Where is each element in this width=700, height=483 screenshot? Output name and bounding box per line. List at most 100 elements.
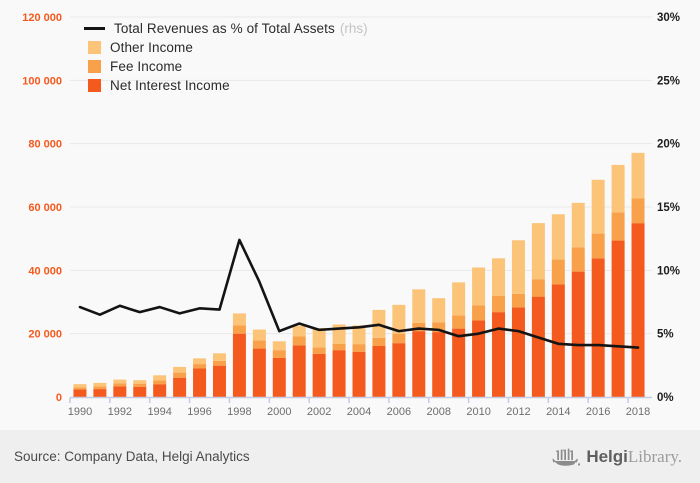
bar-segment	[193, 368, 207, 397]
axis-tick-label: 120 000	[22, 12, 62, 24]
axis-tick-label: 1996	[187, 406, 211, 418]
bar-segment	[611, 240, 625, 397]
bar-segment	[571, 202, 585, 248]
axis-tick-label: 2016	[586, 406, 610, 418]
bar-segment	[272, 350, 286, 358]
bar-segment	[252, 348, 266, 397]
bar-segment	[551, 259, 565, 285]
bar-segment	[452, 328, 466, 397]
helgi-library-logo[interactable]: HelgiLibrary.	[552, 446, 682, 468]
logo-text-serif: Library.	[627, 446, 682, 466]
fee-income-swatch-icon	[88, 59, 101, 73]
bar-segment	[352, 344, 366, 352]
bar-segment	[133, 380, 147, 384]
axis-tick-label: 0%	[657, 392, 674, 404]
bar-segment	[113, 383, 127, 387]
bar-segment	[232, 325, 246, 334]
axis-tick-label: 1994	[147, 406, 171, 418]
axis-tick-label: 80 000	[28, 139, 62, 151]
bar-segment	[212, 360, 226, 366]
bar-segment	[631, 152, 645, 199]
axis-tick-label: 2008	[426, 406, 450, 418]
bar-segment	[153, 384, 167, 397]
bar-segment	[232, 333, 246, 397]
axis-tick-label: 10%	[657, 265, 680, 277]
bar-segment	[352, 325, 366, 345]
bar-segment	[511, 307, 525, 397]
axis-tick-label: 100 000	[22, 75, 62, 87]
bar-segment	[432, 332, 446, 397]
bar-segment	[551, 284, 565, 397]
bar-segment	[252, 329, 266, 341]
axis-tick-label: 60 000	[28, 202, 62, 214]
bar-segment	[292, 325, 306, 337]
bar-segment	[531, 223, 545, 280]
bar-segment	[611, 164, 625, 213]
axis-tick-label: 1992	[108, 406, 132, 418]
bar-segment	[531, 279, 545, 297]
bar-segment	[332, 343, 346, 351]
bar-segment	[93, 389, 107, 397]
bar-segment	[252, 340, 266, 349]
bar-segment	[472, 305, 486, 321]
bar-segment	[113, 386, 127, 397]
bar-segment	[212, 365, 226, 397]
bar-segment	[412, 331, 426, 397]
legend-row-line: Total Revenues as % of Total Assets (rhs…	[84, 20, 368, 36]
axis-tick-label: 1990	[68, 406, 92, 418]
bar-segment	[93, 386, 107, 390]
bar-segment	[292, 336, 306, 346]
axis-tick-label: 20%	[657, 139, 680, 151]
bar-segment	[412, 322, 426, 332]
bar-segment	[492, 258, 506, 296]
total-revenues-line	[78, 238, 640, 349]
bar-segment	[312, 327, 326, 348]
axis-tick-label: 0	[56, 392, 62, 404]
axis-tick-label: 2018	[626, 406, 650, 418]
bar-segment	[472, 267, 486, 306]
bar-segment	[133, 383, 147, 387]
bar-segment	[472, 320, 486, 397]
footer: Source: Company Data, Helgi Analytics	[0, 430, 700, 483]
bar-segment	[511, 240, 525, 294]
bar-segment	[571, 247, 585, 272]
bar-segment	[212, 353, 226, 361]
bar-segment	[591, 179, 605, 234]
bar-segment	[392, 343, 406, 397]
axis-tick-label: 2006	[387, 406, 411, 418]
bar-segment	[372, 346, 386, 397]
bar-segment	[173, 372, 187, 378]
bar-segment	[173, 366, 187, 373]
axis-tick-label: 20 000	[28, 329, 62, 341]
bar-segment	[193, 358, 207, 365]
bar-segment	[193, 364, 207, 369]
axis-tick-label: 2014	[546, 406, 570, 418]
axis-tick-label: 2010	[466, 406, 490, 418]
legend-row-other-income: Other Income	[84, 40, 368, 55]
legend-row-net-interest-income: Net Interest Income	[84, 77, 368, 93]
bar-segment	[531, 296, 545, 397]
legend: Total Revenues as % of Total Assets (rhs…	[84, 20, 368, 93]
bar-segment	[591, 233, 605, 259]
revenue-chart: 0 0% 20 000 5% 40 000 10% 60 000 15% 80 000 20% 10…	[22, 12, 680, 418]
bar-segment	[551, 214, 565, 260]
legend-net-interest-income-label: Net Interest Income	[110, 77, 230, 93]
bar-segment	[173, 377, 187, 397]
axis-tick-label: 2004	[347, 406, 371, 418]
chart-panel: 0 0% 20 000 5% 40 000 10% 60 000 15% 80 000 20% 10…	[22, 12, 680, 418]
axis-tick-label: 2002	[307, 406, 331, 418]
bar-segment	[591, 258, 605, 397]
bar-segment	[511, 293, 525, 308]
axis-tick-label: 40 000	[28, 265, 62, 277]
bar-segment	[412, 289, 426, 323]
bar-segment	[352, 351, 366, 397]
bar-segment	[452, 282, 466, 316]
source-text: Source: Company Data, Helgi Analytics	[14, 449, 250, 464]
legend-line-suffix: (rhs)	[339, 20, 368, 36]
axis-tick-label: 25%	[657, 75, 680, 87]
bar-segment	[492, 312, 506, 397]
axis-tick-label: 5%	[657, 329, 674, 341]
bar-segment	[153, 380, 167, 385]
bar-segment	[631, 198, 645, 224]
